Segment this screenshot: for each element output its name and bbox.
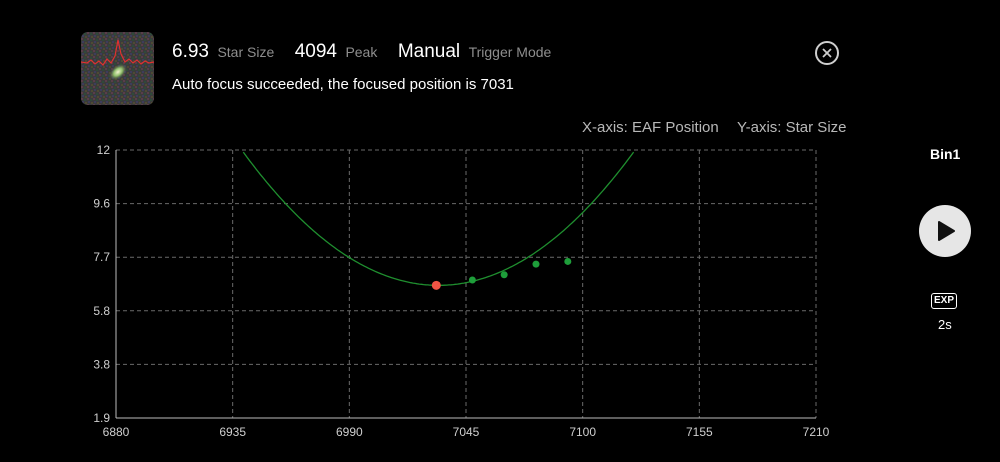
x-tick-label: 6990 (336, 425, 363, 439)
trigger-mode-value: Manual (397, 41, 461, 62)
peak-label: Peak (345, 44, 378, 60)
exposure-icon[interactable]: EXP (931, 293, 957, 309)
y-tick-label: 7.7 (93, 250, 110, 264)
exposure-value: 2s (938, 317, 952, 332)
x-tick-label: 7045 (453, 425, 480, 439)
close-button[interactable] (815, 41, 839, 65)
autofocus-status: Auto focus succeeded, the focused positi… (172, 76, 514, 93)
x-tick-label: 7210 (803, 425, 830, 439)
x-tick-label: 7100 (569, 425, 596, 439)
star-stats: 6.93 Star Size 4094 Peak Manual Trigger … (172, 41, 567, 67)
y-tick-label: 5.8 (93, 304, 110, 318)
close-icon (822, 48, 832, 58)
data-point (532, 260, 540, 268)
bin-label[interactable]: Bin1 (930, 146, 961, 162)
y-tick-label: 3.8 (93, 357, 110, 371)
star-thumbnail (81, 32, 154, 105)
data-point (564, 257, 572, 265)
focus-point (431, 280, 441, 290)
peak-value: 4094 (294, 41, 337, 62)
x-axis-legend: X-axis: EAF Position (582, 119, 719, 136)
y-tick-label: 9.6 (93, 197, 110, 211)
x-tick-label: 6880 (103, 425, 130, 439)
x-tick-label: 7155 (686, 425, 713, 439)
y-tick-label: 1.9 (93, 411, 110, 425)
data-point (468, 276, 476, 284)
y-tick-label: 12 (97, 143, 111, 157)
star-size-value: 6.93 (172, 41, 209, 62)
trigger-mode-label: Trigger Mode (468, 44, 552, 60)
x-tick-label: 6935 (219, 425, 246, 439)
star-size-label: Star Size (217, 44, 275, 60)
start-autofocus-button[interactable] (919, 205, 971, 257)
data-point (500, 271, 508, 279)
play-icon (938, 221, 955, 241)
y-axis-legend: Y-axis: Star Size (737, 119, 847, 136)
fit-curve (242, 151, 635, 286)
